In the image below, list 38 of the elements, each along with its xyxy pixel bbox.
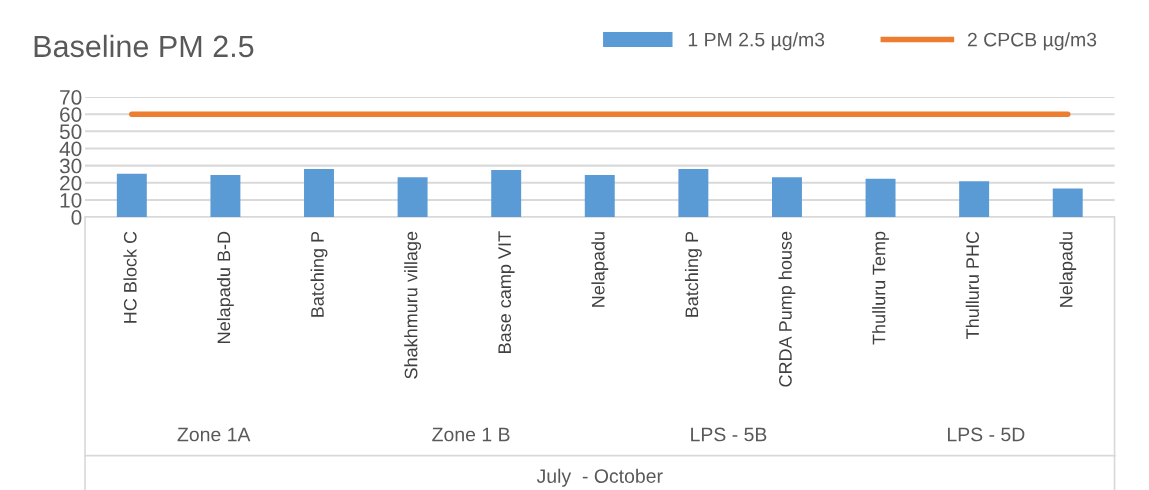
bar: [210, 175, 241, 218]
x-tick-label: Nelapadu: [1059, 232, 1077, 307]
text: LPS - 5D: [947, 427, 1025, 442]
bar: [397, 177, 428, 218]
y-tick-label: 30: [59, 158, 82, 174]
text: Zone 1 B: [432, 427, 510, 442]
x-tick-label: HC Block C: [123, 231, 137, 323]
x-tick-label: Batching P: [310, 231, 328, 317]
legend-label: 1 PM 2.5 µg/m3: [688, 32, 825, 51]
bar: [1052, 188, 1083, 218]
bar: [116, 173, 147, 218]
x-tick-label: Nelapadu B-D: [217, 231, 234, 343]
x-tick-label: Thulluru PHC: [965, 231, 979, 339]
legend-label: 2 CPCB µg/m3: [967, 32, 1097, 51]
text: Zone 1A: [177, 427, 251, 442]
bar: [959, 181, 990, 218]
bar: [584, 175, 615, 218]
bar: [304, 168, 334, 218]
y-tick-label: 50: [59, 124, 82, 140]
bar: [771, 177, 802, 218]
y-tick-label: 10: [60, 192, 82, 208]
x-tick-label: Batching P: [684, 231, 702, 317]
x-tick-label: CRDA Pump house: [778, 231, 796, 387]
y-tick-label: 20: [60, 175, 82, 191]
y-tick-label: 40: [59, 141, 82, 157]
x-tick-label: Nelapadu: [591, 232, 609, 307]
bar: [491, 170, 522, 218]
text: LPS - 5B: [691, 427, 767, 442]
y-tick-label: 70: [60, 90, 82, 105]
y-tick-label: 60: [60, 107, 82, 122]
bar: [678, 168, 709, 218]
x-tick-label: Shakhmuru village: [404, 231, 422, 379]
x-tick-label: Thulluru Temp: [872, 231, 889, 345]
bar: [865, 178, 896, 218]
x-tick-label: Base camp VIT: [498, 231, 515, 353]
y-tick-label: 0: [71, 210, 82, 225]
x-axis-title: July - October: [536, 468, 663, 487]
chart-title: Baseline PM 2.5: [34, 34, 254, 58]
